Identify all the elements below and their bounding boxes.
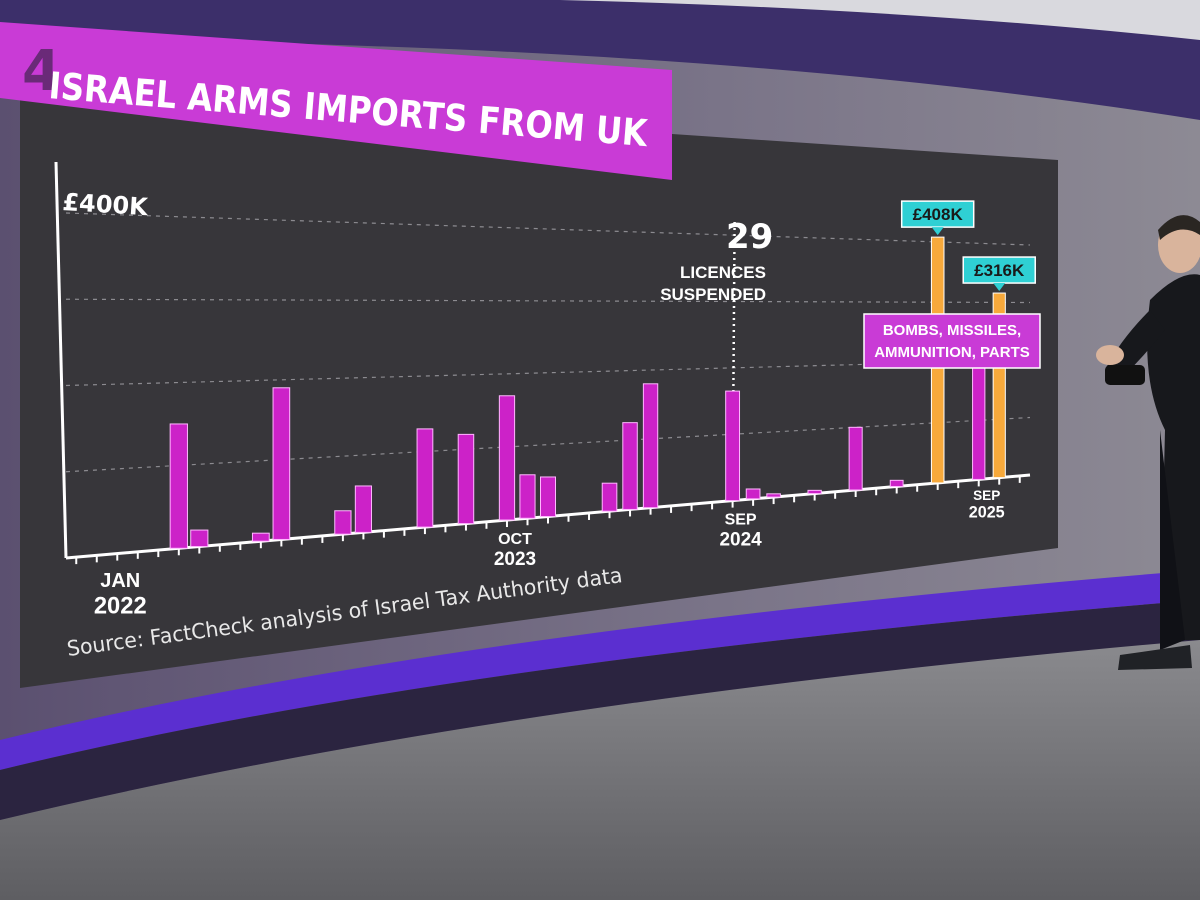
ceiling-light-strip [560, 0, 1200, 40]
bar [190, 529, 209, 548]
channel-logo: 4 [22, 39, 61, 104]
y-axis-label: £400K [62, 188, 150, 221]
licences-suspended-line2: SUSPENDED [660, 285, 766, 304]
bar [251, 532, 270, 542]
bar [457, 433, 475, 525]
bar [622, 422, 638, 510]
title-band [0, 22, 672, 180]
bar [169, 423, 188, 549]
y-axis [54, 161, 68, 559]
bar [807, 489, 822, 495]
licences-suspended-line1: LICENCES [680, 263, 766, 282]
bar [725, 390, 741, 502]
bar [972, 357, 986, 480]
floor-edge-dark [0, 600, 1200, 820]
bar [519, 474, 536, 519]
x-tick-label-month: SEP [725, 512, 757, 529]
x-tick-label-year: 2025 [969, 504, 1005, 522]
value-label: £408K [913, 205, 964, 224]
bar [540, 476, 556, 517]
value-label-box [900, 200, 975, 228]
bar [498, 395, 516, 521]
bar [334, 510, 352, 535]
presenter [1096, 215, 1200, 670]
category-annotation-line1: BOMBS, MISSILES, [883, 322, 1021, 339]
licences-suspended-marker [731, 221, 736, 501]
bar [766, 493, 781, 498]
value-label-pointer [931, 227, 944, 236]
ceiling-band [0, 0, 1200, 120]
bar [889, 479, 904, 487]
bar [601, 482, 618, 512]
x-tick-label-month: SEP [973, 488, 1000, 503]
floor [0, 640, 1200, 900]
category-annotation-box [863, 313, 1041, 369]
bar [642, 383, 659, 509]
x-tick-label-year: 2022 [94, 592, 147, 619]
bar [354, 485, 372, 533]
value-label: £316K [974, 261, 1025, 280]
floor-led-strip [0, 570, 1200, 770]
x-tick-label-year: 2024 [719, 530, 762, 551]
category-annotation-line2: AMMUNITION, PARTS [874, 344, 1030, 361]
licences-suspended-count: 29 [726, 217, 773, 257]
gridline [65, 298, 1031, 304]
x-tick-label-month: JAN [100, 570, 140, 592]
x-tick-label-year: 2023 [494, 549, 536, 570]
bar [416, 428, 434, 528]
bar [848, 426, 863, 491]
gridline [65, 416, 1031, 473]
bar [745, 488, 761, 500]
x-tick-label-month: OCT [498, 531, 532, 548]
value-label-pointer [993, 283, 1006, 292]
bar [272, 387, 291, 540]
gridline [65, 212, 1031, 246]
